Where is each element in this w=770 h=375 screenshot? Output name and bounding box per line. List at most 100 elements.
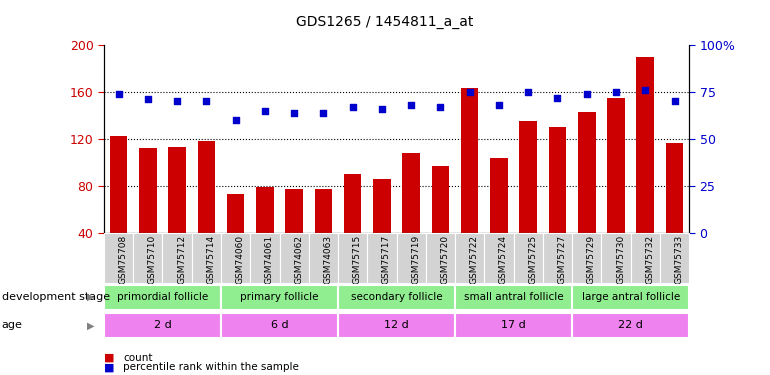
Text: GSM75729: GSM75729 xyxy=(587,235,596,284)
Text: GSM75714: GSM75714 xyxy=(206,235,216,284)
Bar xyxy=(221,285,338,310)
Point xyxy=(464,89,476,95)
Point xyxy=(405,102,417,108)
Bar xyxy=(631,232,660,283)
Text: GSM75730: GSM75730 xyxy=(616,235,625,284)
Bar xyxy=(221,313,338,338)
Bar xyxy=(455,285,572,310)
Point xyxy=(376,106,388,112)
Point xyxy=(668,98,681,104)
Text: ■: ■ xyxy=(104,353,115,363)
Bar xyxy=(104,313,221,338)
Text: GSM75722: GSM75722 xyxy=(470,235,479,284)
Bar xyxy=(315,189,332,279)
Bar xyxy=(601,232,631,283)
Bar xyxy=(520,121,537,279)
Text: primordial follicle: primordial follicle xyxy=(117,292,208,302)
Bar xyxy=(280,232,309,283)
Bar xyxy=(426,232,455,283)
Point xyxy=(522,89,534,95)
Bar xyxy=(344,174,361,279)
Bar xyxy=(133,232,162,283)
Bar xyxy=(461,88,478,279)
Bar xyxy=(455,313,572,338)
Bar xyxy=(286,189,303,279)
Text: GSM74063: GSM74063 xyxy=(323,235,333,284)
Bar xyxy=(250,232,280,283)
Bar xyxy=(338,232,367,283)
Bar xyxy=(514,232,543,283)
Point xyxy=(288,110,300,116)
Text: GSM74061: GSM74061 xyxy=(265,235,274,284)
Bar xyxy=(227,194,244,279)
Text: 22 d: 22 d xyxy=(618,320,643,330)
Text: GSM74060: GSM74060 xyxy=(236,235,245,284)
Text: GSM75719: GSM75719 xyxy=(411,235,420,284)
Text: age: age xyxy=(2,320,22,330)
Point xyxy=(142,96,154,102)
Point xyxy=(200,98,213,104)
Text: GSM75732: GSM75732 xyxy=(645,235,654,284)
Bar xyxy=(490,158,507,279)
Text: 12 d: 12 d xyxy=(384,320,409,330)
Text: GSM75727: GSM75727 xyxy=(557,235,567,284)
Bar xyxy=(192,232,221,283)
Text: GSM75725: GSM75725 xyxy=(528,235,537,284)
Bar xyxy=(221,232,250,283)
Bar xyxy=(572,285,689,310)
Bar xyxy=(162,232,192,283)
Point xyxy=(493,102,505,108)
Point xyxy=(171,98,183,104)
Bar xyxy=(397,232,426,283)
Bar xyxy=(455,232,484,283)
Text: small antral follicle: small antral follicle xyxy=(464,292,564,302)
Text: GDS1265 / 1454811_a_at: GDS1265 / 1454811_a_at xyxy=(296,15,474,29)
Text: 2 d: 2 d xyxy=(153,320,172,330)
Bar xyxy=(403,153,420,279)
Text: ▶: ▶ xyxy=(87,292,95,302)
Bar xyxy=(139,148,156,279)
Text: GSM75712: GSM75712 xyxy=(177,235,186,284)
Text: GSM75710: GSM75710 xyxy=(148,235,157,284)
Point xyxy=(317,110,330,116)
Bar xyxy=(543,232,572,283)
Bar xyxy=(338,313,455,338)
Text: ■: ■ xyxy=(104,363,115,372)
Point xyxy=(346,104,359,110)
Bar xyxy=(198,141,215,279)
Bar xyxy=(309,232,338,283)
Text: GSM75724: GSM75724 xyxy=(499,235,508,284)
Point xyxy=(639,87,651,93)
Text: count: count xyxy=(123,353,152,363)
Text: 6 d: 6 d xyxy=(271,320,288,330)
Text: GSM75733: GSM75733 xyxy=(675,235,684,284)
Point xyxy=(112,91,125,97)
Bar xyxy=(338,285,455,310)
Bar xyxy=(256,187,273,279)
Text: percentile rank within the sample: percentile rank within the sample xyxy=(123,363,299,372)
Bar xyxy=(110,136,127,279)
Point xyxy=(581,91,593,97)
Text: secondary follicle: secondary follicle xyxy=(351,292,442,302)
Bar xyxy=(104,285,221,310)
Point xyxy=(229,117,242,123)
Bar xyxy=(637,57,654,279)
Point xyxy=(551,94,564,100)
Bar xyxy=(484,232,514,283)
Point xyxy=(610,89,622,95)
Bar xyxy=(608,98,624,279)
Point xyxy=(259,108,271,114)
Bar xyxy=(660,232,689,283)
Text: GSM75715: GSM75715 xyxy=(353,235,362,284)
Text: GSM75717: GSM75717 xyxy=(382,235,391,284)
Text: large antral follicle: large antral follicle xyxy=(581,292,680,302)
Text: GSM75720: GSM75720 xyxy=(440,235,450,284)
Bar xyxy=(432,166,449,279)
Bar xyxy=(572,313,689,338)
Bar xyxy=(169,147,186,279)
Text: GSM75708: GSM75708 xyxy=(119,235,128,284)
Bar xyxy=(104,232,133,283)
Bar xyxy=(578,112,595,279)
Text: GSM74062: GSM74062 xyxy=(294,235,303,284)
Text: development stage: development stage xyxy=(2,292,109,302)
